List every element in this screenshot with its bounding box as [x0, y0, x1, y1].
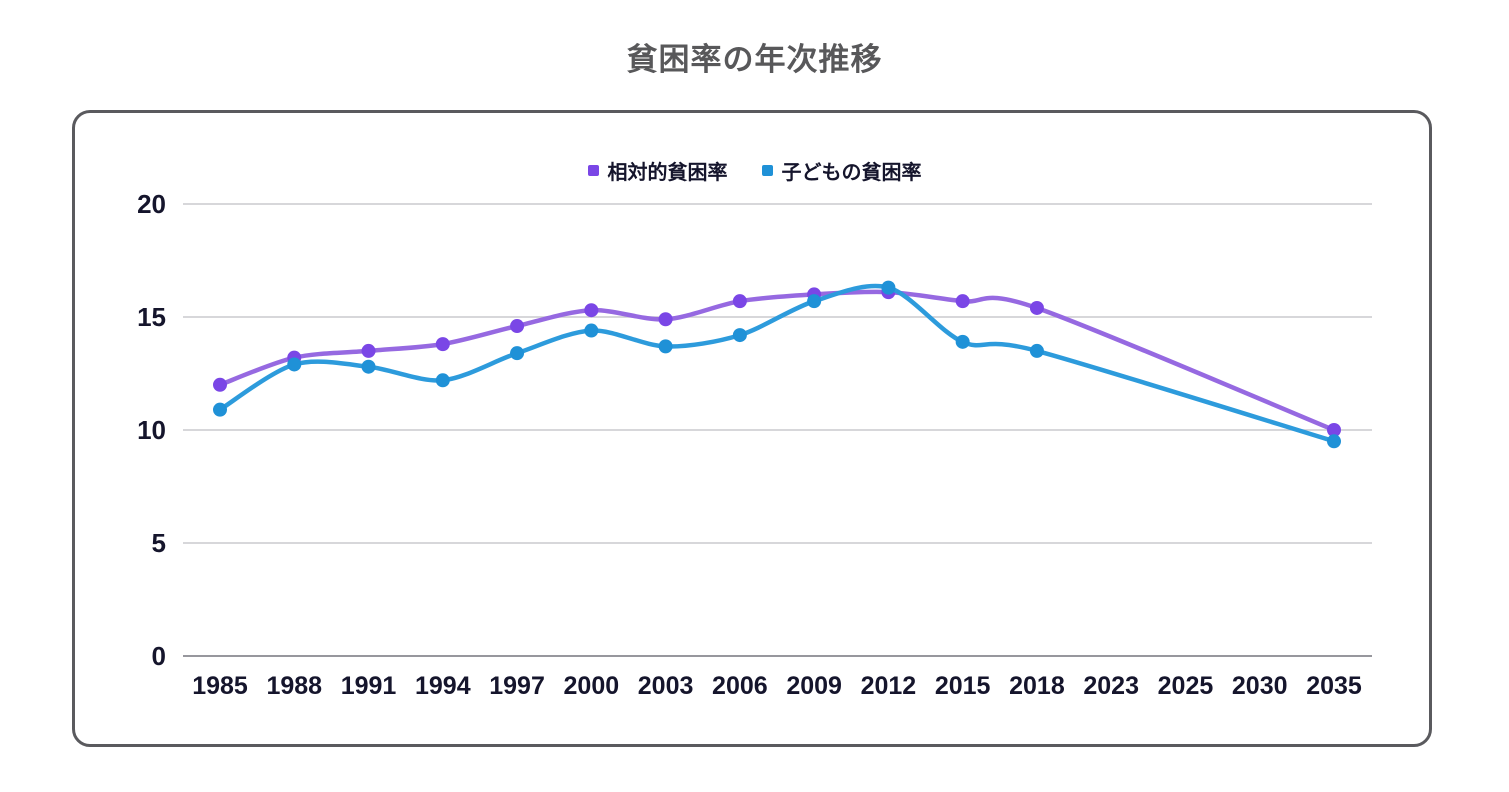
y-axis-tick-label: 5	[152, 528, 166, 558]
data-point-1-2000[interactable]	[584, 323, 599, 338]
x-axis-tick-label: 2003	[638, 672, 694, 700]
x-axis-tick-label: 2018	[1009, 672, 1065, 700]
y-axis-tick-label: 15	[137, 302, 166, 332]
data-point-0-2003[interactable]	[658, 312, 673, 327]
data-point-0-2000[interactable]	[584, 303, 599, 318]
chart-legend: 相対的貧困率 子どもの貧困率	[0, 156, 1509, 185]
x-axis-tick-label: 1985	[192, 672, 248, 700]
data-point-1-2018[interactable]	[1029, 343, 1044, 358]
x-axis-tick-label: 1988	[266, 672, 322, 700]
chart-card	[72, 110, 1432, 747]
legend-item-relative-poverty-rate[interactable]: 相対的貧困率	[587, 156, 728, 185]
x-axis-tick-label: 2012	[861, 672, 917, 700]
x-axis-tick-label: 2035	[1306, 672, 1362, 700]
data-point-0-1997[interactable]	[510, 319, 525, 334]
data-point-1-2015[interactable]	[955, 334, 970, 349]
x-axis-tick-label: 2009	[786, 672, 842, 700]
data-point-1-1985[interactable]	[213, 402, 227, 417]
data-point-1-1997[interactable]	[510, 346, 525, 361]
series-line-1	[217, 283, 1337, 444]
data-point-1-2009[interactable]	[807, 294, 822, 309]
y-axis-tick-label: 0	[152, 641, 166, 671]
x-axis-tick-label: 2015	[935, 672, 991, 700]
data-point-1-2012[interactable]	[881, 280, 896, 295]
data-point-1-2006[interactable]	[732, 328, 747, 343]
data-point-1-1994[interactable]	[435, 373, 450, 388]
data-point-1-2003[interactable]	[658, 339, 673, 354]
legend-swatch-purple	[587, 165, 599, 176]
data-point-0-1985[interactable]	[213, 377, 227, 392]
series-line-0	[217, 289, 1337, 433]
x-axis-tick-label: 1991	[341, 672, 397, 700]
x-axis-tick-label: 1997	[489, 672, 545, 700]
data-point-0-1991[interactable]	[361, 343, 376, 358]
data-point-0-2018[interactable]	[1029, 300, 1044, 315]
x-axis-tick-label: 2006	[712, 672, 768, 700]
data-point-0-2015[interactable]	[955, 294, 970, 309]
x-axis-tick-label: 2025	[1158, 672, 1214, 700]
legend-swatch-blue	[761, 165, 773, 176]
x-axis-tick-label: 2023	[1083, 672, 1139, 700]
data-point-0-1994[interactable]	[435, 337, 450, 352]
legend-item-child-poverty-rate[interactable]: 子どもの貧困率	[761, 156, 922, 185]
data-point-0-2006[interactable]	[732, 294, 747, 309]
data-point-1-1991[interactable]	[361, 359, 376, 374]
x-axis-tick-label: 1994	[415, 672, 471, 700]
x-axis-tick-label: 2000	[564, 672, 620, 700]
data-point-1-2035[interactable]	[1327, 434, 1341, 449]
x-axis-tick-label: 2030	[1232, 672, 1288, 700]
data-point-0-2035[interactable]	[1327, 423, 1341, 437]
page-title: 貧困率の年次推移	[626, 42, 883, 77]
y-axis-tick-label: 10	[137, 415, 166, 445]
data-point-1-1988[interactable]	[287, 357, 302, 372]
legend-label-child-poverty-rate: 子どもの貧困率	[781, 162, 922, 184]
legend-label-relative-poverty-rate: 相対的貧困率	[607, 162, 728, 184]
y-axis-tick-label: 20	[137, 189, 166, 219]
